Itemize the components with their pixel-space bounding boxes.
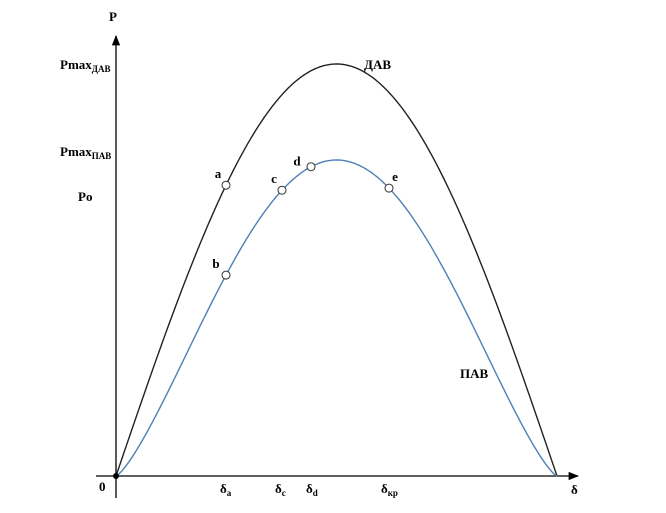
angle-label-main: δ [381, 481, 388, 496]
point-label: e [392, 169, 398, 184]
point-label-main: d [293, 154, 301, 169]
level-label-sub: ПАВ [92, 151, 112, 161]
y-axis-label-main: P [109, 9, 117, 24]
angle-label-sub: d [313, 488, 318, 498]
x-axis-label: δ [571, 482, 578, 497]
curve-label: ПАВ [460, 366, 489, 381]
point-label-main: a [215, 166, 222, 181]
point-label: d [293, 154, 301, 169]
level-label-main: Pmax [60, 57, 92, 72]
level-label-main: Po [78, 189, 92, 204]
point [306, 162, 316, 172]
angle-label: δc [275, 481, 286, 498]
point-label: a [215, 166, 222, 181]
point-label-main: e [392, 169, 398, 184]
curve-dav [115, 63, 558, 477]
point [384, 183, 394, 193]
angle-label-main: δ [275, 481, 282, 496]
curve-label-main: ПАВ [460, 366, 489, 381]
point [221, 180, 231, 190]
y-axis-label: P [109, 9, 117, 24]
angle-label-sub: c [282, 488, 286, 498]
level-label: PmaxПАВ [60, 144, 111, 161]
x-axis-label-main: δ [571, 482, 578, 497]
angle-label: δкр [381, 481, 398, 498]
angle-label: δa [220, 481, 232, 498]
curve-label-main: ДАВ [364, 57, 391, 72]
origin-label-main: 0 [99, 479, 106, 494]
angle-label: δd [306, 481, 318, 498]
curve-label: ДАВ [364, 57, 391, 72]
level-label-main: Pmax [60, 144, 92, 159]
origin-dot [113, 473, 119, 479]
angle-label-main: δ [220, 481, 227, 496]
origin-label: 0 [99, 479, 106, 494]
level-label-sub: ДАВ [92, 64, 111, 74]
point-label: c [271, 171, 277, 186]
point [277, 185, 287, 195]
point-label-main: b [212, 256, 219, 271]
level-label: Po [78, 189, 92, 204]
angle-label-main: δ [306, 481, 313, 496]
point [221, 270, 231, 280]
curve-pav [115, 159, 558, 477]
point-label-main: c [271, 171, 277, 186]
angle-label-sub: кр [388, 488, 398, 498]
level-label: PmaxДАВ [60, 57, 110, 74]
point-label: b [212, 256, 219, 271]
angle-label-sub: a [227, 488, 232, 498]
